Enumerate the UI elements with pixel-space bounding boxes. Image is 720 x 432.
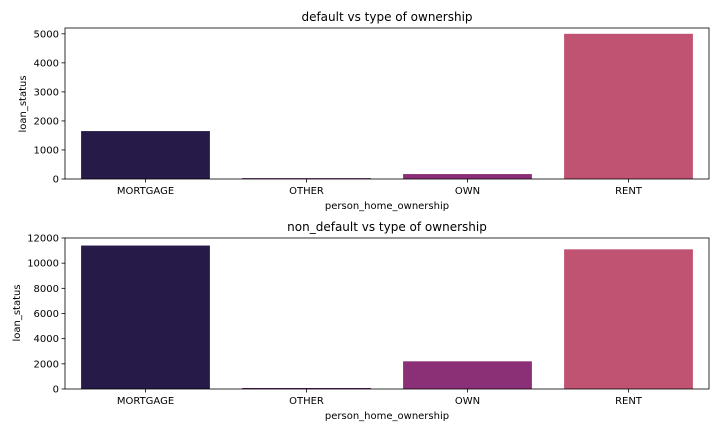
y-tick-label: 2000 [34, 359, 59, 370]
y-tick-label: 6000 [34, 309, 59, 320]
y-tick-label: 2000 [34, 116, 59, 127]
bar-other [242, 178, 371, 179]
x-tick-label: OTHER [289, 186, 324, 197]
bar-mortgage [81, 245, 210, 389]
x-tick-label: MORTGAGE [117, 396, 174, 407]
chart-title: non_default vs type of ownership [287, 220, 487, 234]
x-tick-label: MORTGAGE [117, 186, 174, 197]
y-tick-label: 3000 [34, 87, 59, 98]
bar-own [403, 361, 532, 389]
y-tick-label: 10000 [27, 259, 59, 270]
y-axis-label: loan_status [12, 284, 23, 341]
x-tick-label: OTHER [289, 396, 324, 407]
bar-rent [564, 33, 693, 179]
y-tick-label: 0 [53, 175, 59, 186]
x-tick-label: RENT [615, 396, 643, 407]
y-tick-label: 12000 [27, 234, 59, 245]
bar-mortgage [81, 131, 210, 179]
x-tick-label: OWN [455, 396, 480, 407]
x-tick-label: RENT [615, 186, 643, 197]
subplot-default: default vs type of ownership loan_status… [18, 10, 710, 212]
subplot-non-default: non_default vs type of ownership loan_st… [12, 220, 710, 422]
y-tick-label: 1000 [34, 145, 59, 156]
x-tick-label: OWN [455, 186, 480, 197]
bar-other [242, 387, 371, 389]
x-axis-label: person_home_ownership [325, 411, 449, 422]
bar-own [403, 174, 532, 179]
axes-frame [64, 27, 710, 180]
y-tick-label: 5000 [34, 29, 59, 40]
chart-title: default vs type of ownership [301, 10, 472, 24]
y-tick-label: 4000 [34, 334, 59, 345]
bar-rent [564, 249, 693, 389]
plot-area: 0 1000 2000 3000 4000 5000 MORTGAGE OTHER OWN REN… [34, 27, 710, 197]
y-tick-label: 8000 [34, 284, 59, 295]
y-tick-label: 0 [53, 385, 59, 396]
x-axis-label: person_home_ownership [325, 201, 449, 212]
y-tick-label: 4000 [34, 58, 59, 69]
plot-area: 0 2000 4000 6000 8000 10000 12000 MORTGAGE OTHER… [27, 234, 710, 407]
y-axis-label: loan_status [18, 75, 29, 132]
